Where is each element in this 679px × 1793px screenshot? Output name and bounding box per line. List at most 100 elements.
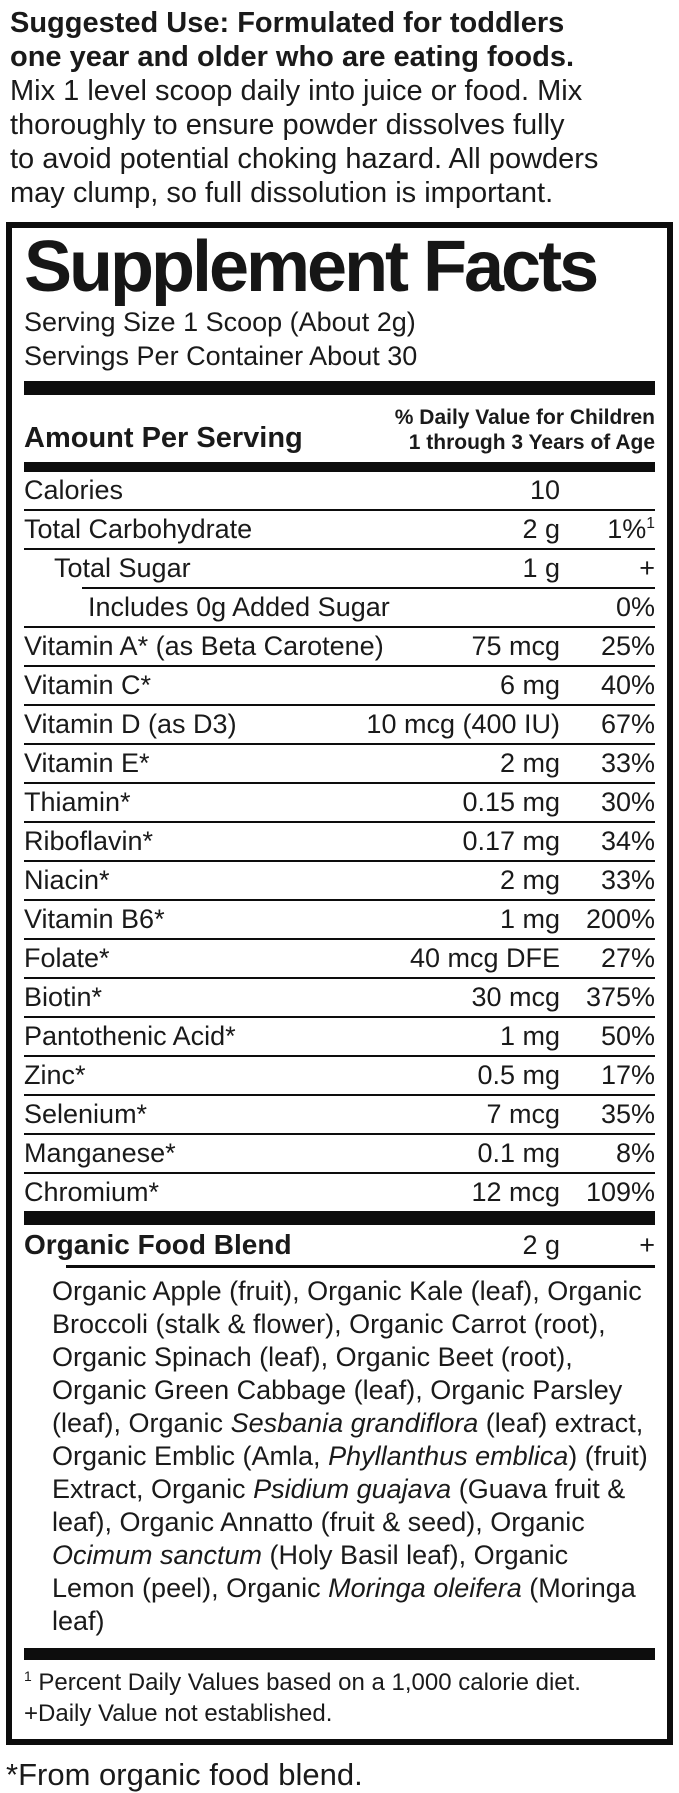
nutrient-daily-value: 1%1 bbox=[607, 513, 655, 544]
nutrient-name: Vitamin E* bbox=[24, 747, 150, 778]
footnote-superscript: 1 bbox=[24, 1667, 32, 1684]
nutrient-row: Includes 0g Added Sugar 0% bbox=[24, 586, 655, 626]
nutrient-row: Vitamin C* 6 mg 40% bbox=[24, 664, 655, 704]
divider-bar-medium bbox=[24, 461, 655, 472]
suggested-use-text: Suggested Use: Formulated for toddlers on… bbox=[10, 6, 673, 210]
nutrient-amount: 0.1 mg bbox=[477, 1137, 560, 1168]
nutrient-daily-value: 33% bbox=[600, 864, 655, 895]
nutrient-amount: 30 mcg bbox=[471, 981, 560, 1012]
nutrient-name: Total Sugar bbox=[54, 552, 191, 583]
nutrient-amount: 12 mcg bbox=[471, 1176, 560, 1207]
nutrient-row: Thiamin* 0.15 mg 30% bbox=[24, 781, 655, 821]
blend-dv: + bbox=[639, 1229, 655, 1260]
panel-title: Supplement Facts bbox=[24, 227, 599, 307]
nutrient-daily-value: 109% bbox=[585, 1176, 655, 1207]
nutrient-daily-value: 35% bbox=[600, 1098, 655, 1129]
blend-amount: 2 g bbox=[522, 1229, 560, 1260]
nutrient-amount: 6 mg bbox=[499, 669, 560, 700]
suggested-use-line: one year and older who are eating foods. bbox=[10, 41, 574, 73]
nutrient-amount: 10 bbox=[529, 474, 560, 505]
nutrient-row: Manganese* 0.1 mg 8% bbox=[24, 1132, 655, 1172]
footnote-not-established: +Daily Value not established. bbox=[24, 1699, 333, 1727]
nutrient-row: Total Sugar 1 g + bbox=[24, 547, 655, 587]
suggested-use-line: Suggested Use: Formulated for toddlers bbox=[10, 7, 565, 39]
nutrient-daily-value: 40% bbox=[600, 669, 655, 700]
nutrient-row: Zinc* 0.5 mg 17% bbox=[24, 1054, 655, 1094]
suggested-use-line: Mix 1 level scoop daily into juice or fo… bbox=[10, 75, 583, 107]
nutrient-row: Riboflavin* 0.17 mg 34% bbox=[24, 820, 655, 860]
nutrient-amount: 75 mcg bbox=[471, 630, 560, 661]
nutrient-daily-value: 30% bbox=[600, 786, 655, 817]
nutrient-row: Niacin* 2 mg 33% bbox=[24, 859, 655, 899]
nutrient-name: Total Carbohydrate bbox=[24, 513, 253, 544]
nutrient-amount: 1 g bbox=[522, 552, 560, 583]
nutrient-name: Folate* bbox=[24, 942, 110, 973]
nutrient-name: Vitamin D (as D3) bbox=[24, 708, 237, 739]
nutrient-daily-value: + bbox=[639, 552, 655, 583]
nutrient-name: Calories bbox=[24, 474, 124, 505]
nutrient-name: Biotin* bbox=[24, 981, 103, 1012]
partial-rule bbox=[82, 586, 655, 589]
nutrient-name: Includes 0g Added Sugar bbox=[88, 591, 390, 622]
nutrient-daily-value: 67% bbox=[600, 708, 655, 739]
nutrient-name: Vitamin A* (as Beta Carotene) bbox=[24, 630, 384, 661]
nutrient-amount: 1 mg bbox=[499, 903, 560, 934]
nutrient-row: Vitamin D (as D3) 10 mcg (400 IU) 67% bbox=[24, 703, 655, 743]
nutrient-row: Total Carbohydrate 2 g 1%1 bbox=[24, 508, 655, 548]
nutrient-daily-value: 25% bbox=[600, 630, 655, 661]
supplement-facts-panel: Supplement Facts Serving Size 1 Scoop (A… bbox=[6, 222, 673, 1745]
serving-size: Serving Size 1 Scoop (About 2g) bbox=[24, 306, 416, 337]
nutrient-daily-value: 0% bbox=[615, 591, 655, 622]
servings-per-container: Servings Per Container About 30 bbox=[24, 340, 418, 371]
nutrient-name: Riboflavin* bbox=[24, 825, 154, 856]
nutrient-daily-value: 50% bbox=[600, 1020, 655, 1051]
from-organic-food-blend-note: *From organic food blend. bbox=[6, 1756, 363, 1792]
nutrient-amount: 2 mg bbox=[499, 747, 560, 778]
nutrient-daily-value: 34% bbox=[600, 825, 655, 856]
nutrient-name: Selenium* bbox=[24, 1098, 148, 1129]
nutrient-name: Niacin* bbox=[24, 864, 110, 895]
suggested-use-line: may clump, so full dissolution is import… bbox=[10, 177, 554, 209]
nutrient-daily-value: 17% bbox=[600, 1059, 655, 1090]
daily-value-header: % Daily Value for Children 1 through 3 Y… bbox=[395, 405, 655, 455]
nutrient-amount: 2 g bbox=[522, 513, 560, 544]
nutrient-row: Biotin* 30 mcg 375% bbox=[24, 976, 655, 1016]
nutrient-name: Vitamin B6* bbox=[24, 903, 165, 934]
daily-value-header-line1: % Daily Value for Children bbox=[394, 405, 655, 429]
nutrient-name: Chromium* bbox=[24, 1176, 160, 1207]
footnote-daily-values: 1 Percent Daily Values based on a 1,000 … bbox=[24, 1667, 581, 1696]
nutrient-name: Pantothenic Acid* bbox=[24, 1020, 236, 1051]
blend-rule bbox=[66, 1264, 655, 1268]
suggested-use-line: to avoid potential choking hazard. All p… bbox=[10, 143, 599, 175]
nutrient-name: Thiamin* bbox=[24, 786, 131, 817]
divider-bar-thick bbox=[24, 380, 655, 395]
nutrient-row: Chromium* 12 mcg 109% bbox=[24, 1171, 655, 1211]
nutrient-row: Vitamin B6* 1 mg 200% bbox=[24, 898, 655, 938]
nutrient-daily-value: 8% bbox=[615, 1137, 655, 1168]
nutrient-amount: 10 mcg (400 IU) bbox=[366, 708, 560, 739]
blend-name: Organic Food Blend bbox=[24, 1228, 292, 1260]
nutrient-row: Calories 10 bbox=[24, 472, 655, 509]
column-header-row: Amount Per Serving % Daily Value for Chi… bbox=[24, 395, 655, 462]
nutrient-amount: 40 mcg DFE bbox=[409, 942, 560, 973]
nutrient-amount: 0.17 mg bbox=[462, 825, 560, 856]
nutrient-amount: 0.5 mg bbox=[477, 1059, 560, 1090]
blend-ingredients-text: Organic Apple (fruit), Organic Kale (lea… bbox=[52, 1275, 648, 1636]
nutrient-daily-value: 375% bbox=[585, 981, 655, 1012]
divider-bar-medium bbox=[24, 1647, 655, 1660]
nutrient-row: Pantothenic Acid* 1 mg 50% bbox=[24, 1015, 655, 1055]
organic-food-blend-row: Organic Food Blend 2 g + bbox=[24, 1225, 655, 1265]
suggested-use-line: thoroughly to ensure powder dissolves fu… bbox=[10, 109, 565, 141]
nutrient-rows: Calories 10 Total Carbohydrate 2 g 1%1 Total … bbox=[24, 472, 655, 1211]
amount-per-serving-header: Amount Per Serving bbox=[24, 421, 303, 454]
nutrient-daily-value: 200% bbox=[585, 903, 655, 934]
nutrient-amount: 0.15 mg bbox=[462, 786, 560, 817]
nutrient-daily-value: 27% bbox=[600, 942, 655, 973]
nutrient-name: Manganese* bbox=[24, 1137, 176, 1168]
nutrient-amount: 7 mcg bbox=[486, 1098, 560, 1129]
nutrient-name: Vitamin C* bbox=[24, 669, 152, 700]
nutrient-daily-value: 33% bbox=[600, 747, 655, 778]
daily-value-header-line2: 1 through 3 Years of Age bbox=[408, 430, 655, 454]
divider-bar-thick bbox=[24, 1210, 655, 1225]
